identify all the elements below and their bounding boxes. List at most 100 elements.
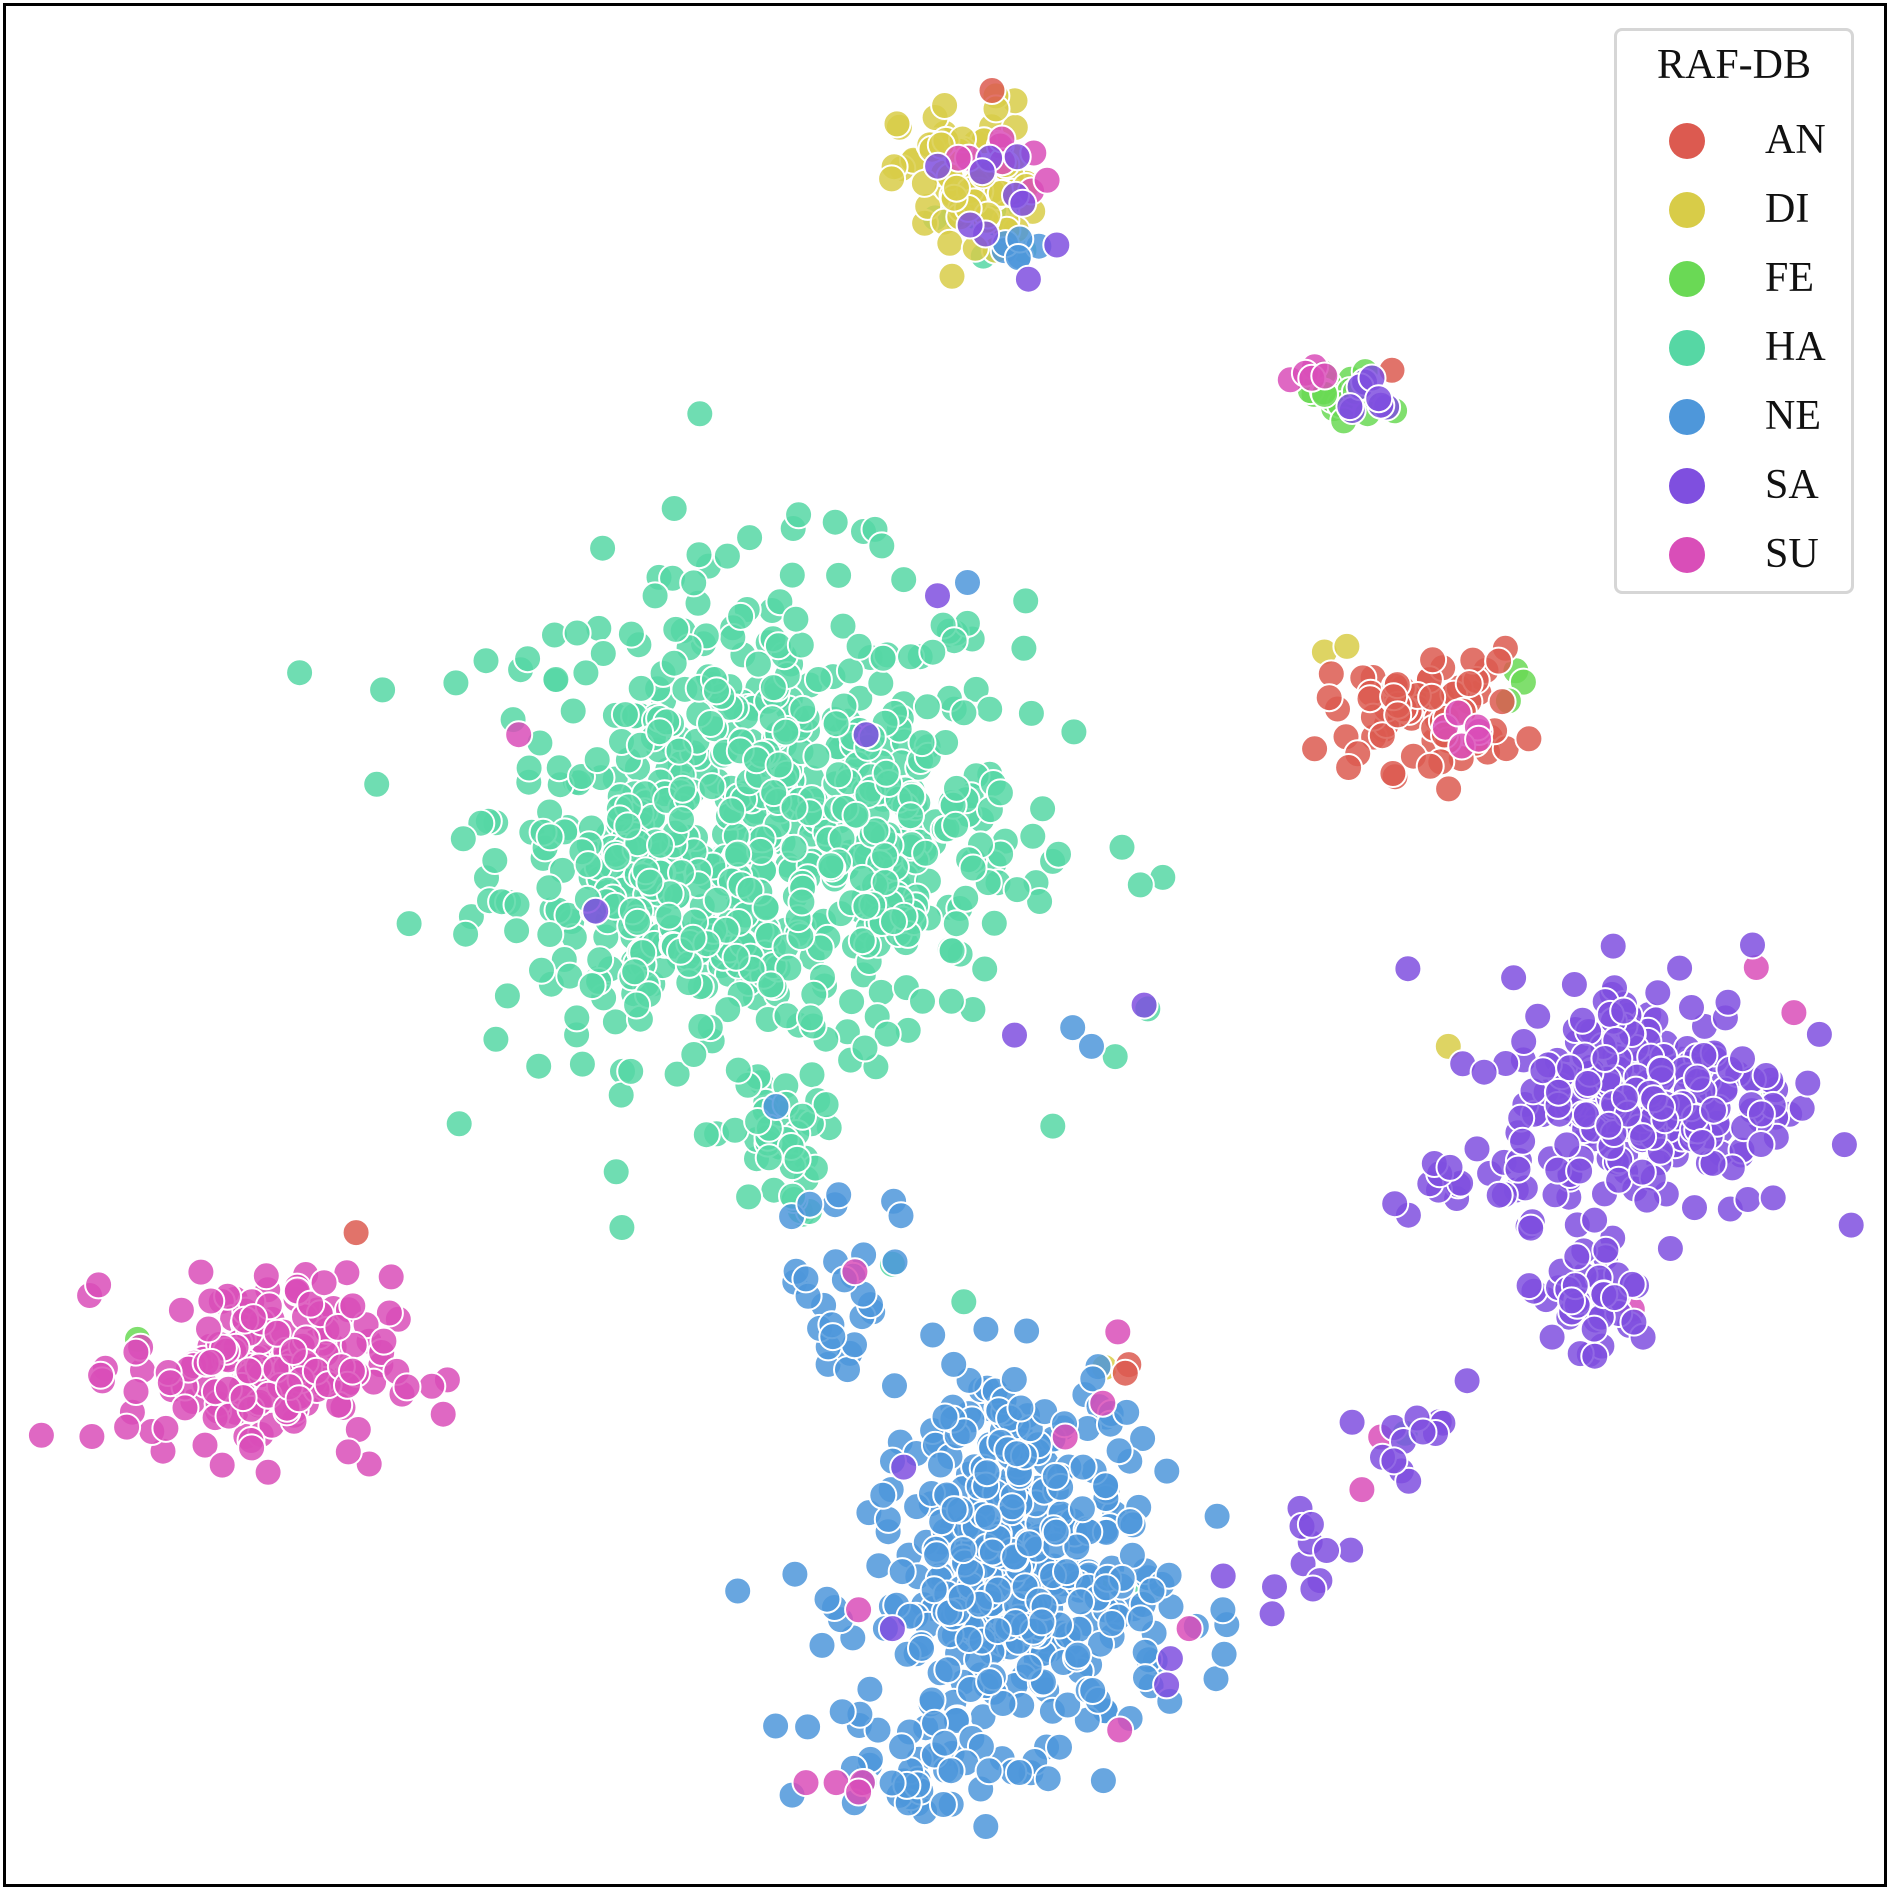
legend-marker-ne — [1669, 399, 1705, 435]
point-ne — [949, 1417, 979, 1447]
point-ha — [837, 987, 867, 1017]
point-sa — [1394, 1466, 1424, 1496]
point-su — [338, 1291, 368, 1321]
point-ha — [513, 644, 543, 674]
point-ne — [1091, 1573, 1121, 1603]
point-ha — [558, 696, 588, 726]
point-su — [1105, 1715, 1135, 1745]
point-ha — [754, 1143, 784, 1173]
point-ne — [887, 1557, 917, 1587]
point-sa — [1793, 1068, 1823, 1098]
point-ha — [908, 986, 937, 1016]
point-su — [1032, 165, 1062, 195]
point-ha — [607, 1213, 637, 1242]
point-ne — [1004, 1758, 1034, 1787]
point-ha — [936, 986, 966, 1016]
point-ha — [866, 668, 896, 698]
point-su — [428, 1399, 458, 1429]
point-ha — [961, 674, 991, 704]
point-su — [374, 1298, 404, 1328]
point-ha — [1028, 794, 1058, 824]
point-sa — [1435, 1152, 1465, 1182]
point-ne — [886, 1201, 916, 1231]
point-ha — [481, 1024, 511, 1054]
point-su — [207, 1450, 237, 1480]
point-sa — [1298, 1574, 1328, 1604]
point-ha — [866, 977, 896, 1007]
point-ha — [582, 745, 612, 775]
point-sa — [1523, 1001, 1553, 1031]
point-ha — [1125, 870, 1155, 900]
point-su — [337, 1356, 367, 1386]
point-su — [86, 1360, 116, 1390]
point-sa — [1628, 1122, 1658, 1152]
point-ha — [743, 649, 773, 679]
point-sa — [1499, 963, 1529, 993]
legend-entry-ha: HA — [1617, 318, 1851, 378]
point-sa — [1733, 1185, 1763, 1214]
point-ne — [780, 1559, 810, 1589]
point-an — [1367, 721, 1397, 751]
legend-label-di: DI — [1765, 186, 1810, 232]
point-su — [190, 1430, 220, 1460]
point-sa — [1557, 1286, 1586, 1316]
point-ne — [953, 568, 982, 597]
point-ha — [868, 643, 898, 673]
point-sa — [1008, 188, 1038, 218]
point-ha — [1038, 1111, 1068, 1141]
point-sa — [1013, 264, 1043, 294]
point-su — [1103, 1317, 1133, 1347]
scatter-plot — [26, 76, 1866, 1841]
point-ha — [622, 990, 652, 1020]
point-ne — [1033, 1764, 1063, 1794]
point-sa — [1713, 987, 1743, 1017]
point-di — [882, 109, 912, 139]
point-sa — [1682, 1063, 1712, 1093]
point-su — [392, 1372, 422, 1402]
point-sa — [1610, 1083, 1640, 1113]
point-ha — [448, 824, 478, 854]
point-sa — [1687, 1128, 1717, 1157]
point-di — [877, 164, 907, 194]
legend-entry-sa: SA — [1617, 456, 1851, 516]
point-an — [1378, 759, 1408, 788]
point-di — [937, 261, 967, 291]
point-ne — [974, 1756, 1004, 1786]
point-ha — [527, 955, 556, 985]
point-ne — [880, 1247, 910, 1277]
point-sa — [1543, 1077, 1573, 1107]
point-sa — [1208, 1561, 1238, 1591]
point-ne — [1058, 1013, 1088, 1043]
point-ha — [912, 692, 942, 722]
point-ha — [664, 736, 694, 766]
point-ne — [948, 1535, 978, 1565]
point-ha — [820, 507, 850, 537]
series-ne — [723, 224, 1242, 1841]
point-an — [1300, 734, 1330, 764]
point-ha — [480, 846, 510, 875]
point-ne — [880, 1371, 909, 1401]
point-sa — [1393, 954, 1423, 984]
point-sa — [1503, 1154, 1533, 1184]
point-sa — [1738, 930, 1767, 960]
point-an — [1314, 683, 1344, 713]
point-ne — [1063, 1640, 1093, 1670]
point-ha — [1009, 633, 1039, 663]
point-sa — [1257, 1599, 1287, 1629]
point-sa — [1312, 1536, 1341, 1565]
point-ha — [811, 1090, 841, 1120]
point-sa — [1552, 1130, 1582, 1160]
point-ha — [799, 979, 829, 1009]
point-ne — [954, 1625, 984, 1654]
point-ha — [562, 1003, 592, 1033]
point-su — [1174, 1614, 1204, 1644]
point-su — [155, 1368, 185, 1398]
point-an — [1316, 659, 1346, 689]
point-ne — [795, 1189, 825, 1219]
point-ha — [958, 853, 988, 883]
point-su — [504, 720, 534, 750]
point-su — [1310, 361, 1340, 391]
point-ha — [502, 890, 532, 920]
point-su — [238, 1303, 268, 1333]
point-ha — [821, 709, 851, 739]
